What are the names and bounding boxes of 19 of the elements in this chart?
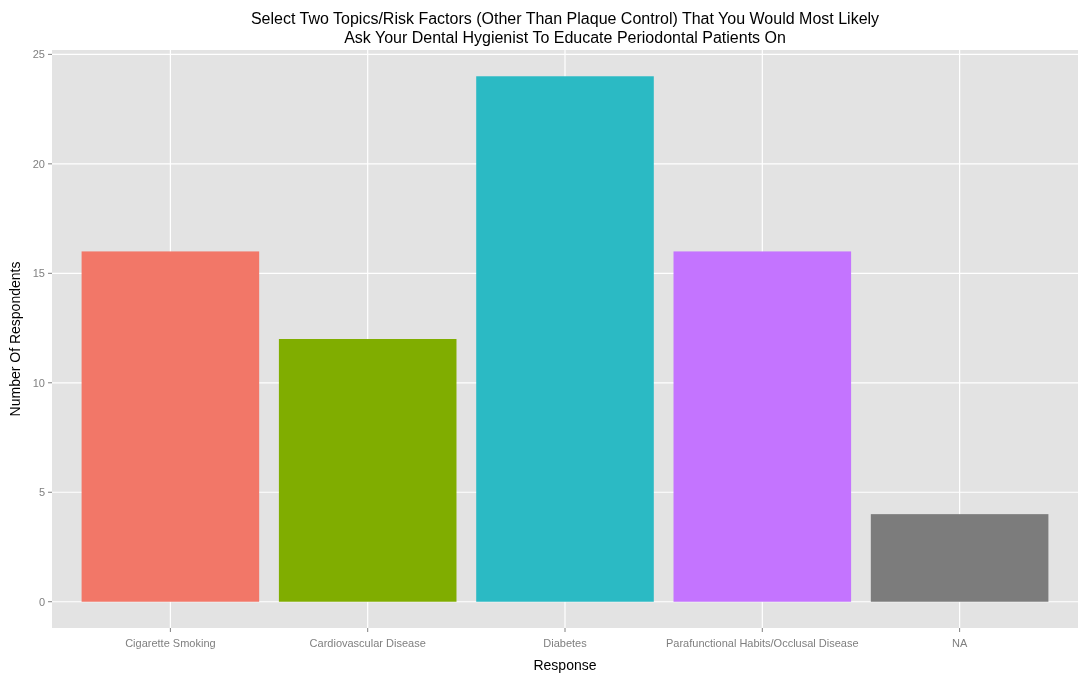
y-tick-label: 25	[32, 48, 45, 61]
bar	[476, 76, 654, 602]
y-tick-label: 20	[32, 157, 45, 170]
x-tick-label: NA	[951, 637, 968, 649]
chart-title: Select Two Topics/Risk Factors (Other Than Plaque Control) That You Would Most Likely Ask Your Dental Hygienist To Educate Periodontal Patients On	[250, 10, 880, 46]
y-tick-label: 10	[32, 376, 45, 389]
y-tick-label: 5	[38, 486, 45, 499]
bar	[278, 339, 457, 602]
bar	[673, 251, 852, 602]
x-axis-title: Response	[533, 657, 597, 673]
x-tick-label: Cardiovascular Disease	[309, 637, 426, 649]
x-tick-label: Cigarette Smoking	[125, 637, 216, 649]
x-tick-label: Parafunctional Habits/Occlusal Disease	[666, 637, 859, 649]
y-tick-label: 15	[32, 267, 45, 280]
y-tick-label: 0	[38, 595, 45, 608]
x-tick-label: Diabetes	[543, 637, 588, 649]
y-axis-title: Number Of Respondents	[7, 261, 23, 417]
bar	[81, 251, 260, 602]
bar	[870, 514, 1049, 602]
